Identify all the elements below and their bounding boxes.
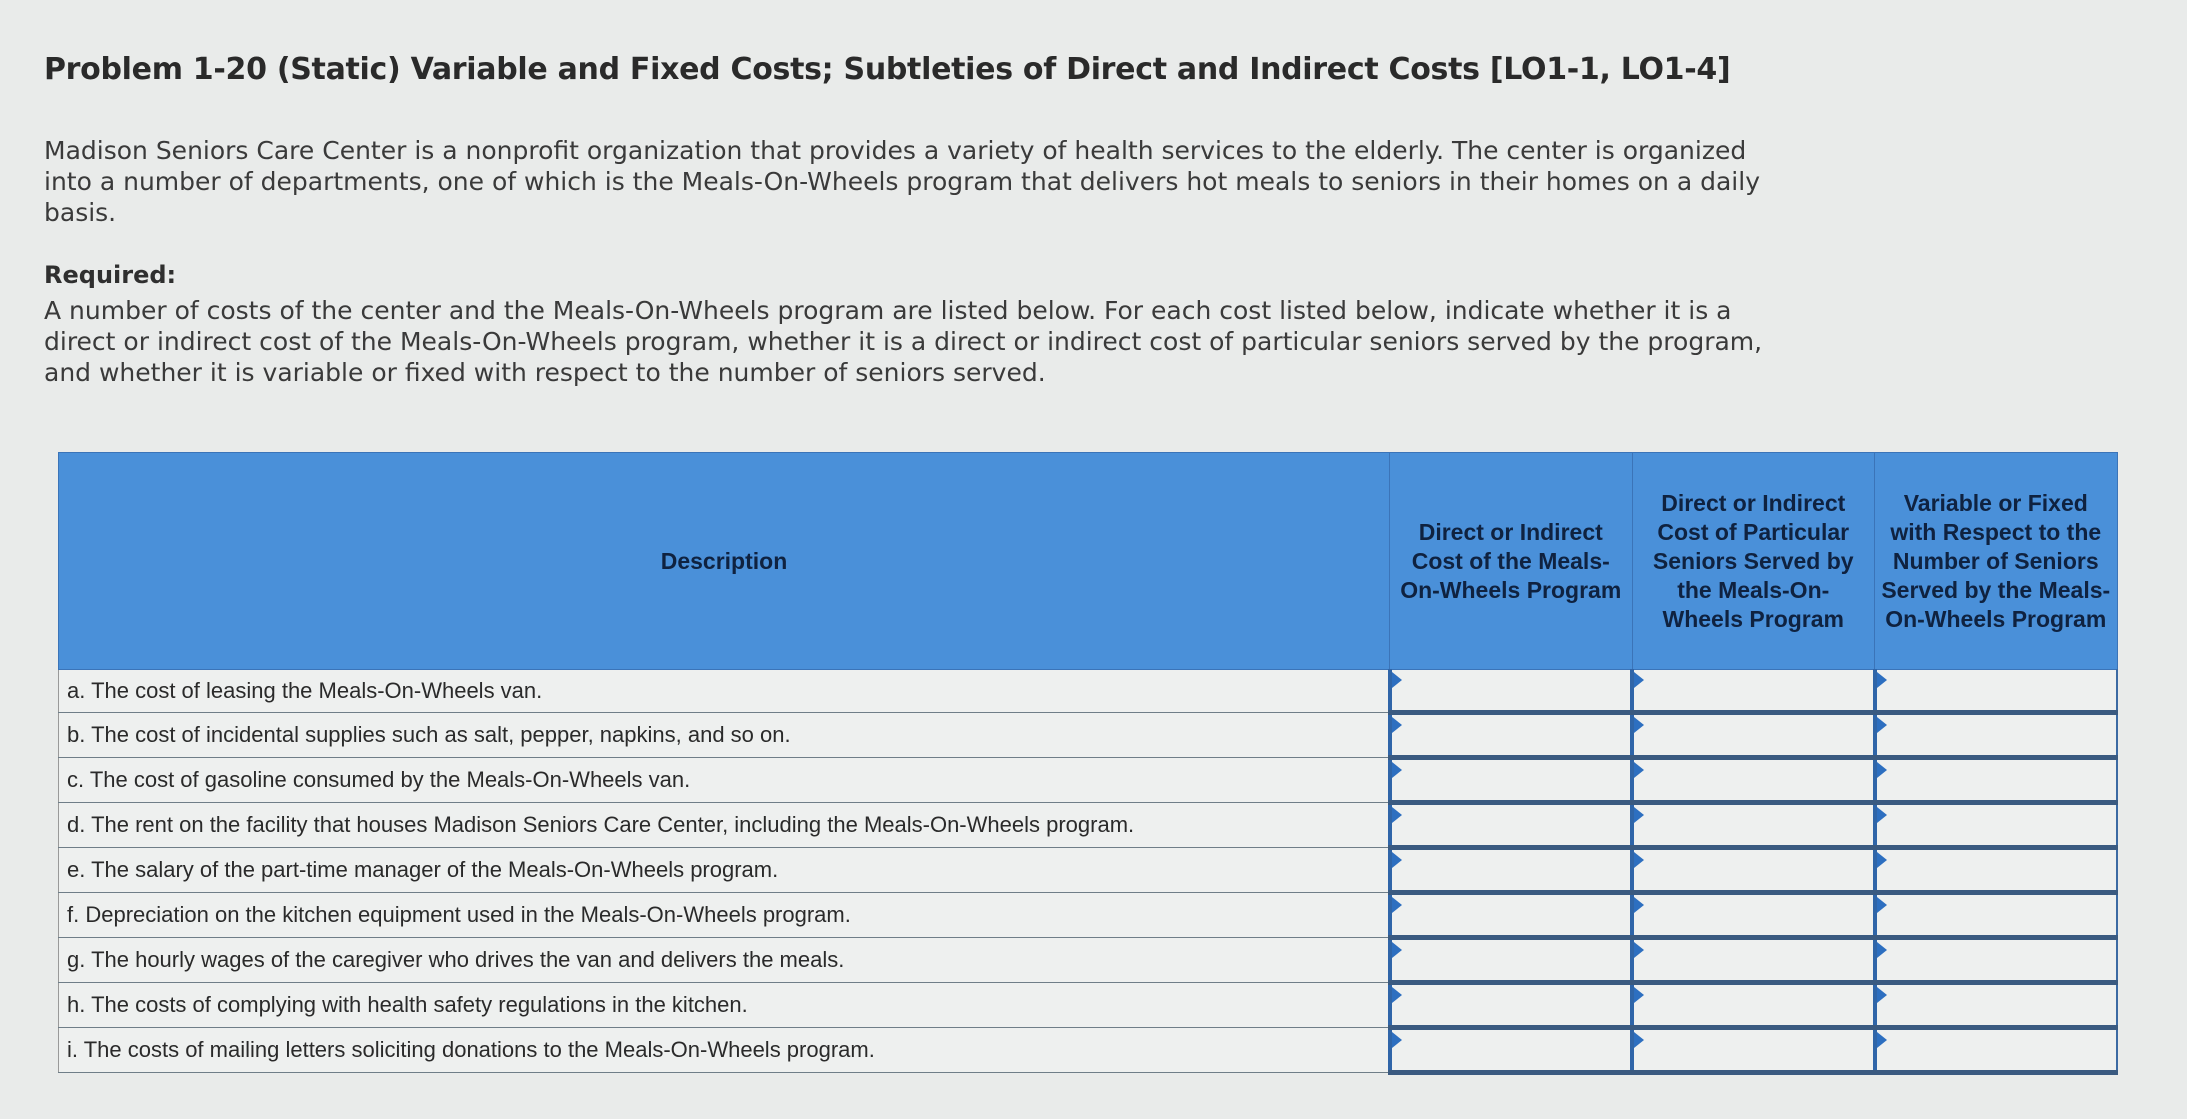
program-cost-dropdown[interactable]: DirectIndirect xyxy=(1387,847,1632,895)
problem-page: Problem 1-20 (Static) Variable and Fixed… xyxy=(44,52,2124,388)
header-variable-fixed: Variable or Fixed with Respect to the Nu… xyxy=(1874,452,2118,670)
table-row-i: i. The costs of mailing letters soliciti… xyxy=(58,1027,2118,1075)
program-cost-select[interactable]: DirectIndirect xyxy=(1391,805,1630,845)
seniors-cost-dropdown[interactable]: DirectIndirect xyxy=(1630,757,1875,805)
seniors-cost-select[interactable]: DirectIndirect xyxy=(1634,715,1873,755)
seniors-cost-dropdown[interactable]: DirectIndirect xyxy=(1630,712,1875,760)
seniors-cost-dropdown[interactable]: DirectIndirect xyxy=(1630,982,1875,1030)
header-description: Description xyxy=(58,452,1390,670)
variable-fixed-select[interactable]: VariableFixed xyxy=(1876,895,2116,935)
program-cost-dropdown[interactable]: DirectIndirect xyxy=(1387,892,1632,940)
variable-fixed-select[interactable]: VariableFixed xyxy=(1876,940,2116,980)
row-description: d. The rent on the facility that houses … xyxy=(58,802,1390,848)
table-row-d: d. The rent on the facility that houses … xyxy=(58,802,2118,850)
variable-fixed-dropdown[interactable]: VariableFixed xyxy=(1872,669,2118,715)
row-description: b. The cost of incidental supplies such … xyxy=(58,712,1390,758)
table-row-b: b. The cost of incidental supplies such … xyxy=(58,712,2118,760)
variable-fixed-dropdown[interactable]: VariableFixed xyxy=(1872,1027,2118,1075)
row-description: f. Depreciation on the kitchen equipment… xyxy=(58,892,1390,938)
row-description: c. The cost of gasoline consumed by the … xyxy=(58,757,1390,803)
table-row-h: h. The costs of complying with health sa… xyxy=(58,982,2118,1030)
program-cost-dropdown[interactable]: DirectIndirect xyxy=(1387,802,1632,850)
variable-fixed-dropdown[interactable]: VariableFixed xyxy=(1872,757,2118,805)
variable-fixed-dropdown[interactable]: VariableFixed xyxy=(1872,712,2118,760)
problem-intro: Madison Seniors Care Center is a nonprof… xyxy=(44,136,1760,227)
seniors-cost-select[interactable]: DirectIndirect xyxy=(1634,670,1873,710)
variable-fixed-dropdown[interactable]: VariableFixed xyxy=(1872,937,2118,985)
program-cost-select[interactable]: DirectIndirect xyxy=(1391,985,1630,1025)
variable-fixed-select[interactable]: VariableFixed xyxy=(1876,760,2116,800)
row-description: g. The hourly wages of the caregiver who… xyxy=(58,937,1390,983)
seniors-cost-dropdown[interactable]: DirectIndirect xyxy=(1630,847,1875,895)
variable-fixed-dropdown[interactable]: VariableFixed xyxy=(1872,847,2118,895)
program-cost-dropdown[interactable]: DirectIndirect xyxy=(1387,712,1632,760)
row-description: h. The costs of complying with health sa… xyxy=(58,982,1390,1028)
table-row-f: f. Depreciation on the kitchen equipment… xyxy=(58,892,2118,940)
program-cost-select[interactable]: DirectIndirect xyxy=(1391,715,1630,755)
row-description: a. The cost of leasing the Meals-On-Whee… xyxy=(58,669,1390,713)
variable-fixed-select[interactable]: VariableFixed xyxy=(1876,850,2116,890)
program-cost-dropdown[interactable]: DirectIndirect xyxy=(1387,937,1632,985)
program-cost-dropdown[interactable]: DirectIndirect xyxy=(1387,982,1632,1030)
header-program-cost: Direct or Indirect Cost of the Meals-On-… xyxy=(1389,452,1633,670)
cost-classification-table: Description Direct or Indirect Cost of t… xyxy=(58,452,2118,1075)
program-cost-select[interactable]: DirectIndirect xyxy=(1391,760,1630,800)
row-description: i. The costs of mailing letters soliciti… xyxy=(58,1027,1390,1073)
seniors-cost-select[interactable]: DirectIndirect xyxy=(1634,805,1873,845)
seniors-cost-dropdown[interactable]: DirectIndirect xyxy=(1630,892,1875,940)
variable-fixed-dropdown[interactable]: VariableFixed xyxy=(1872,892,2118,940)
seniors-cost-select[interactable]: DirectIndirect xyxy=(1634,1030,1873,1070)
variable-fixed-select[interactable]: VariableFixed xyxy=(1876,805,2116,845)
table-row-e: e. The salary of the part-time manager o… xyxy=(58,847,2118,895)
variable-fixed-dropdown[interactable]: VariableFixed xyxy=(1872,982,2118,1030)
program-cost-select[interactable]: DirectIndirect xyxy=(1391,850,1630,890)
variable-fixed-dropdown[interactable]: VariableFixed xyxy=(1872,802,2118,850)
seniors-cost-dropdown[interactable]: DirectIndirect xyxy=(1630,937,1875,985)
seniors-cost-select[interactable]: DirectIndirect xyxy=(1634,985,1873,1025)
program-cost-select[interactable]: DirectIndirect xyxy=(1391,1030,1630,1070)
seniors-cost-select[interactable]: DirectIndirect xyxy=(1634,850,1873,890)
required-label: Required: xyxy=(44,261,177,289)
problem-title: Problem 1-20 (Static) Variable and Fixed… xyxy=(44,52,1731,87)
table-row-g: g. The hourly wages of the caregiver who… xyxy=(58,937,2118,985)
seniors-cost-select[interactable]: DirectIndirect xyxy=(1634,895,1873,935)
program-cost-select[interactable]: DirectIndirect xyxy=(1391,895,1630,935)
variable-fixed-select[interactable]: VariableFixed xyxy=(1876,715,2116,755)
program-cost-dropdown[interactable]: DirectIndirect xyxy=(1387,669,1632,715)
row-description: e. The salary of the part-time manager o… xyxy=(58,847,1390,893)
variable-fixed-select[interactable]: VariableFixed xyxy=(1876,670,2116,710)
variable-fixed-select[interactable]: VariableFixed xyxy=(1876,1030,2116,1070)
program-cost-dropdown[interactable]: DirectIndirect xyxy=(1387,1027,1632,1075)
table-row-a: a. The cost of leasing the Meals-On-Whee… xyxy=(58,669,2118,715)
header-seniors-cost: Direct or Indirect Cost of Particular Se… xyxy=(1631,452,1875,670)
table-row-c: c. The cost of gasoline consumed by the … xyxy=(58,757,2118,805)
program-cost-select[interactable]: DirectIndirect xyxy=(1391,940,1630,980)
table-header-row: Description Direct or Indirect Cost of t… xyxy=(58,452,2118,670)
seniors-cost-dropdown[interactable]: DirectIndirect xyxy=(1630,1027,1875,1075)
program-cost-select[interactable]: DirectIndirect xyxy=(1391,670,1630,710)
seniors-cost-select[interactable]: DirectIndirect xyxy=(1634,940,1873,980)
seniors-cost-select[interactable]: DirectIndirect xyxy=(1634,760,1873,800)
variable-fixed-select[interactable]: VariableFixed xyxy=(1876,985,2116,1025)
required-text: A number of costs of the center and the … xyxy=(44,296,1763,387)
seniors-cost-dropdown[interactable]: DirectIndirect xyxy=(1630,669,1875,715)
program-cost-dropdown[interactable]: DirectIndirect xyxy=(1387,757,1632,805)
seniors-cost-dropdown[interactable]: DirectIndirect xyxy=(1630,802,1875,850)
